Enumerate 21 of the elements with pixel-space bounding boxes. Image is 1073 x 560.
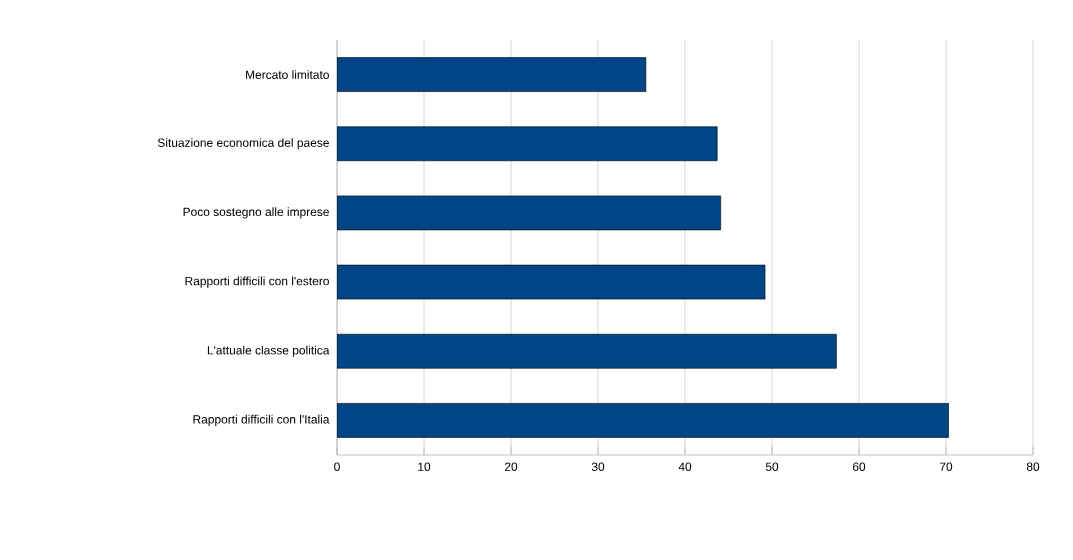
x-tick-label: 40 xyxy=(678,462,692,471)
y-tick-label: Rapporti difficili con l'estero xyxy=(185,276,329,288)
x-tick-label: 20 xyxy=(504,462,518,471)
x-tick-label: 50 xyxy=(765,462,779,471)
x-tick-label: 70 xyxy=(939,462,953,471)
x-tick-label: 10 xyxy=(418,462,431,471)
x-tick-label: 30 xyxy=(591,462,605,471)
x-tick-label: 0 xyxy=(334,462,340,471)
bar xyxy=(337,195,721,231)
bar xyxy=(337,403,949,438)
bar xyxy=(337,333,837,369)
bar xyxy=(337,264,766,300)
y-tick-label: Poco sostegno alle imprese xyxy=(183,207,329,219)
x-tick-label: 60 xyxy=(852,462,866,471)
x-tick-label: 80 xyxy=(1026,462,1040,471)
y-tick-label: Rapporti difficili con l'Italia xyxy=(193,414,330,426)
y-tick-label: Situazione economica del paese xyxy=(157,138,329,150)
y-tick-label: L'attuale classe politica xyxy=(207,345,330,357)
y-tick-label: Mercato limitato xyxy=(246,70,329,79)
bar xyxy=(337,57,647,92)
bar xyxy=(337,126,718,162)
